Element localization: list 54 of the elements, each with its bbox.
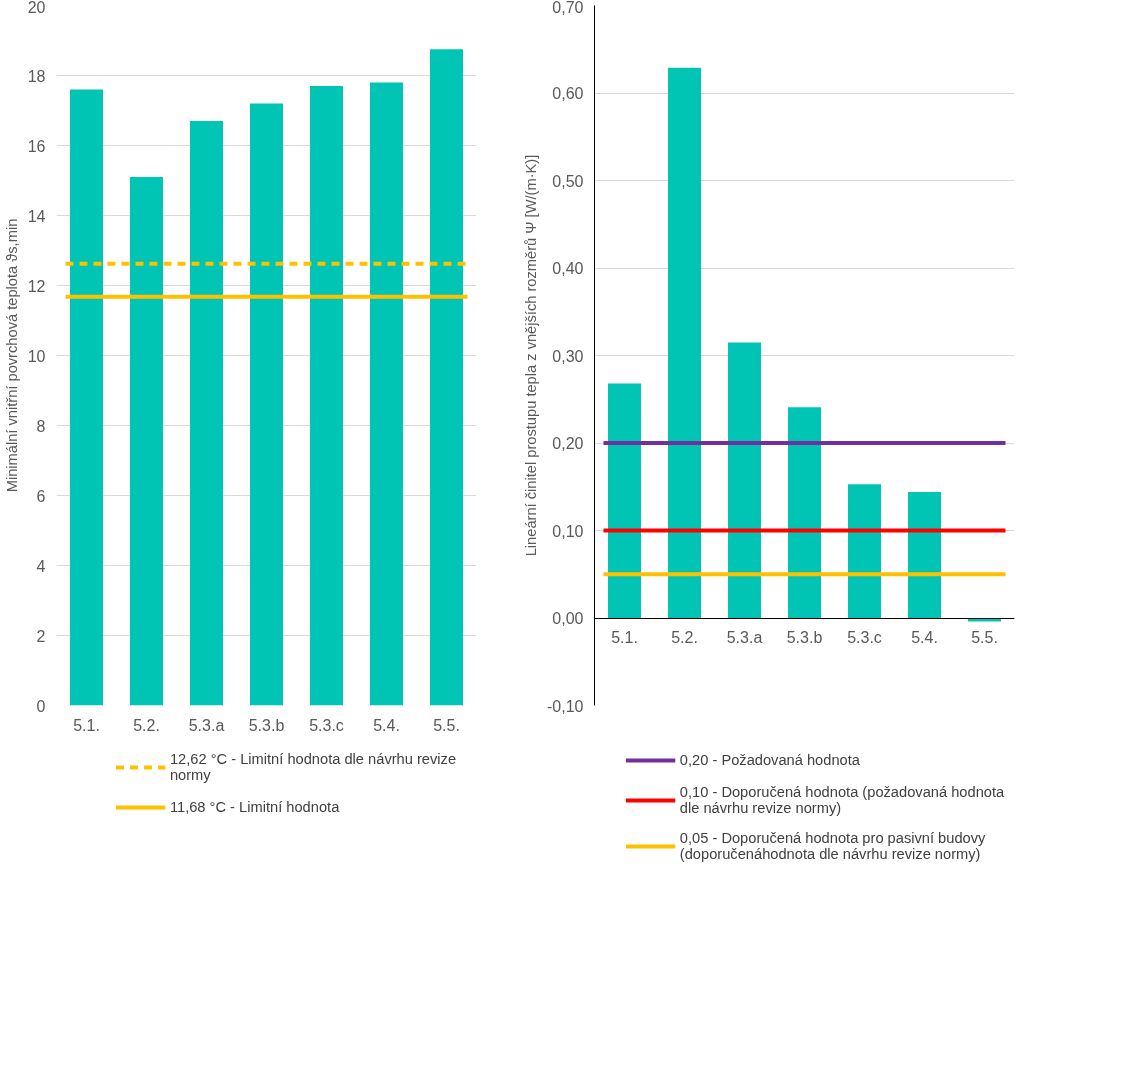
legend-label: 0,20 - Požadovaná hodnota <box>679 752 860 768</box>
x-tick-label: 5.3.c <box>847 629 882 646</box>
y-tick-label: 0,50 <box>552 172 584 190</box>
x-tick-label: 5.4. <box>373 716 400 734</box>
bar <box>310 86 343 706</box>
y-tick-label: 0 <box>36 697 46 715</box>
bar <box>848 484 881 618</box>
legend-label: 12,62 °C - Limitní hodnota dle návrhu revize normy <box>169 751 457 783</box>
y-axis-title: Lineární činitel prostupu tepla z vnějších rozměrů Ψ [W/(m·K)] <box>523 154 540 557</box>
bar <box>130 177 163 706</box>
y-tick-label: 12 <box>27 277 46 295</box>
x-tick-label: 5.2. <box>133 716 160 734</box>
y-tick-label: 6 <box>36 487 46 505</box>
y-tick-label: 2 <box>36 627 46 645</box>
legend-label: 11,68 °C - Limitní hodnota <box>169 799 340 815</box>
x-tick-label: 5.1. <box>611 629 638 646</box>
bar <box>908 492 941 618</box>
y-tick-label: 14 <box>27 207 46 225</box>
x-tick-label: 5.5. <box>971 629 998 646</box>
x-tick-label: 5.3.c <box>309 716 344 734</box>
y-tick-label: 20 <box>27 0 46 16</box>
y-axis-title: Minimální vnitřní povrchová teplota ϑs,min <box>3 218 20 493</box>
bar <box>370 82 403 706</box>
x-tick-label: 5.5. <box>433 716 460 734</box>
bar <box>608 383 641 618</box>
x-tick-label: 5.3.b <box>786 629 823 646</box>
y-tick-label: 0,10 <box>552 522 584 540</box>
legend-label: 0,10 - Doporučená hodnota (požadovaná hodnota dle návrhu revize normy) <box>679 784 1005 816</box>
y-tick-label: 0,60 <box>552 85 584 102</box>
legend-label: 0,05 - Doporučená hodnota pro pasivní budovy (doporučenáhodnota dle návrhu revize normy) <box>679 830 986 862</box>
y-tick-label: 16 <box>27 137 46 155</box>
x-tick-label: 5.3.b <box>248 716 285 734</box>
y-tick-label: 4 <box>36 557 46 575</box>
y-tick-label: 10 <box>27 347 46 365</box>
y-tick-label: 0,30 <box>552 347 584 365</box>
bar <box>668 67 701 618</box>
x-tick-label: 5.3.a <box>188 716 225 734</box>
x-tick-label: 5.2. <box>671 629 698 646</box>
bar <box>430 49 463 706</box>
bar <box>190 121 223 706</box>
x-tick-label: 5.1. <box>73 716 100 734</box>
bar <box>70 89 103 706</box>
bar <box>728 342 761 618</box>
bar <box>250 103 283 706</box>
x-tick-label: 5.4. <box>911 629 938 646</box>
y-tick-label: 0,20 <box>552 435 584 452</box>
bar <box>788 407 821 618</box>
y-tick-label: 18 <box>27 67 46 85</box>
y-tick-label: 8 <box>36 417 46 435</box>
x-tick-label: 5.3.a <box>726 629 763 646</box>
y-tick-label: 0,00 <box>552 610 584 627</box>
y-tick-label: 0,40 <box>552 260 584 277</box>
y-tick-label: 0,70 <box>552 0 584 16</box>
y-tick-label: -0,10 <box>547 697 584 715</box>
